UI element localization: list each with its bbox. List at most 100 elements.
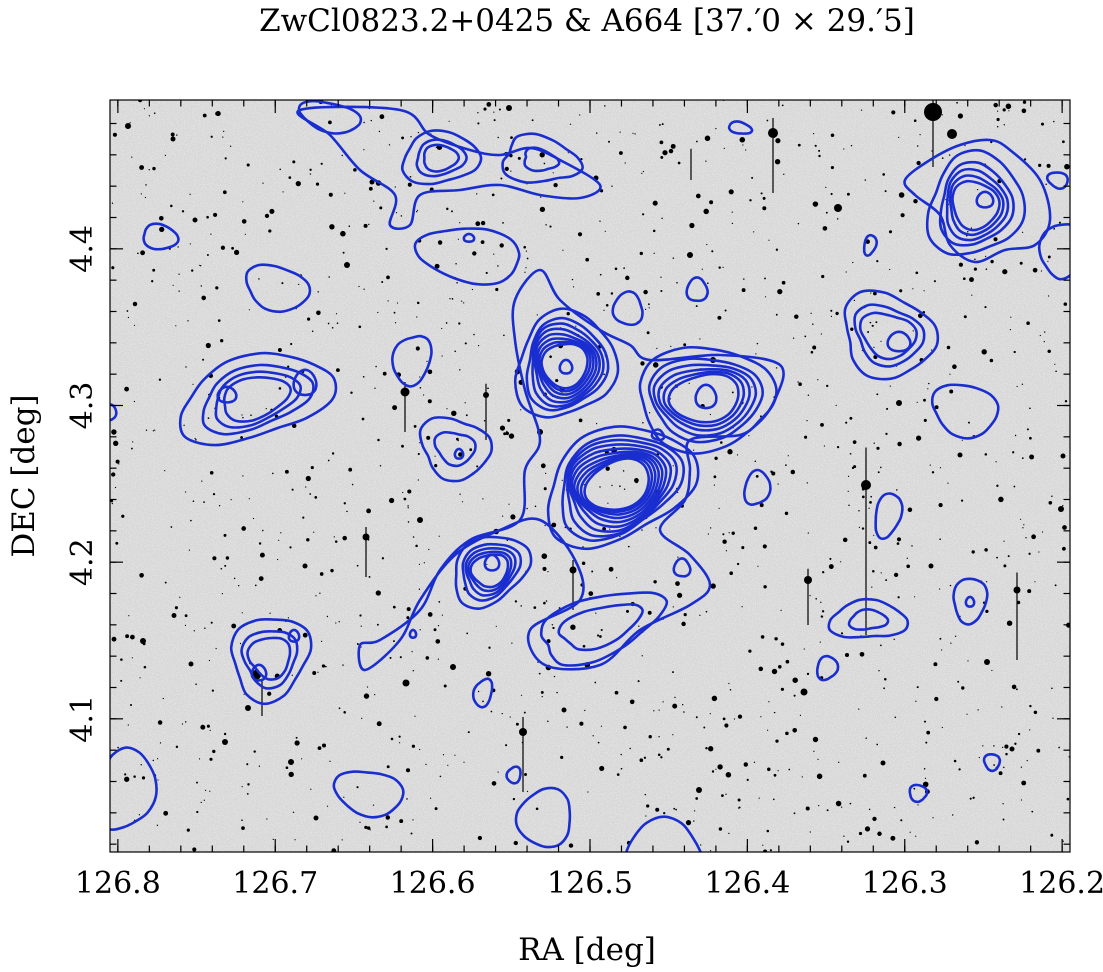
field-star <box>572 286 575 288</box>
contour-line <box>583 457 651 512</box>
field-star <box>189 243 191 245</box>
field-star <box>746 778 749 782</box>
field-star <box>370 119 372 122</box>
field-star <box>502 222 504 224</box>
field-star <box>1007 555 1010 558</box>
field-star <box>847 490 849 492</box>
contour-node <box>483 553 501 572</box>
field-star <box>917 804 919 806</box>
field-star <box>351 483 354 486</box>
field-star <box>1002 269 1008 275</box>
field-star <box>426 435 431 440</box>
field-star <box>604 105 606 107</box>
field-star <box>512 797 516 801</box>
field-star <box>661 123 664 126</box>
field-star <box>952 364 957 369</box>
field-star <box>500 177 503 180</box>
contour-line <box>418 415 494 483</box>
field-star <box>416 301 420 305</box>
field-star <box>674 696 676 699</box>
field-star <box>406 798 408 800</box>
field-star <box>124 386 129 392</box>
field-star <box>775 248 779 251</box>
field-star <box>485 670 492 677</box>
field-star <box>644 308 647 311</box>
field-star <box>930 349 933 351</box>
field-star <box>417 131 420 134</box>
field-star <box>768 239 770 241</box>
field-star <box>520 605 522 607</box>
field-star <box>340 230 346 237</box>
field-star <box>1050 833 1054 837</box>
field-star <box>295 736 298 739</box>
field-star <box>502 515 504 517</box>
field-star <box>386 765 390 769</box>
field-star <box>531 119 534 122</box>
field-star <box>858 708 860 710</box>
field-star <box>376 623 379 626</box>
field-star <box>864 826 871 832</box>
field-star <box>830 166 834 170</box>
field-star <box>413 425 417 428</box>
field-star <box>253 750 256 753</box>
field-star <box>402 491 404 494</box>
field-star <box>405 768 411 773</box>
field-star <box>867 331 870 333</box>
field-star <box>143 665 147 669</box>
field-star <box>493 253 495 255</box>
field-star <box>632 132 634 134</box>
field-star <box>753 526 758 531</box>
field-star <box>186 828 190 832</box>
field-star <box>626 609 629 613</box>
field-star <box>785 731 789 736</box>
field-star <box>985 609 989 614</box>
field-star <box>853 299 856 302</box>
field-star <box>390 737 394 741</box>
field-star <box>241 414 243 416</box>
field-star <box>967 660 969 662</box>
contour-line <box>566 438 678 538</box>
field-star <box>121 514 125 518</box>
field-star <box>547 571 549 573</box>
field-star <box>962 277 966 281</box>
field-star <box>914 596 916 598</box>
axis-ticks <box>110 100 1070 852</box>
field-star <box>954 635 957 637</box>
field-star <box>766 829 770 833</box>
field-star <box>181 723 184 725</box>
field-star <box>269 612 271 614</box>
field-star <box>614 690 619 695</box>
field-star <box>718 507 720 509</box>
field-star <box>655 527 657 529</box>
field-star <box>206 724 210 728</box>
field-star <box>459 369 461 371</box>
field-star <box>215 111 220 116</box>
contour-node <box>964 595 976 608</box>
contour-line <box>546 425 700 551</box>
field-star <box>647 610 652 615</box>
field-star <box>220 567 223 570</box>
field-star <box>231 246 235 250</box>
field-star <box>326 615 329 618</box>
field-star <box>1029 704 1032 708</box>
field-star <box>461 501 464 503</box>
contour-node <box>287 628 301 643</box>
field-star <box>775 138 781 144</box>
field-star <box>458 322 461 325</box>
field-star <box>849 452 852 455</box>
contour-small <box>930 383 1000 440</box>
field-star <box>158 378 162 381</box>
field-star <box>451 298 454 300</box>
field-star <box>748 435 750 437</box>
bright-star <box>957 452 963 458</box>
field-star <box>707 282 709 285</box>
field-star <box>483 107 487 111</box>
field-star <box>412 536 415 538</box>
field-star <box>1044 331 1046 333</box>
field-star <box>362 375 365 378</box>
field-star <box>917 313 923 319</box>
field-star <box>456 437 459 441</box>
field-star <box>551 522 557 528</box>
field-star <box>457 238 459 240</box>
field-star <box>419 629 421 631</box>
